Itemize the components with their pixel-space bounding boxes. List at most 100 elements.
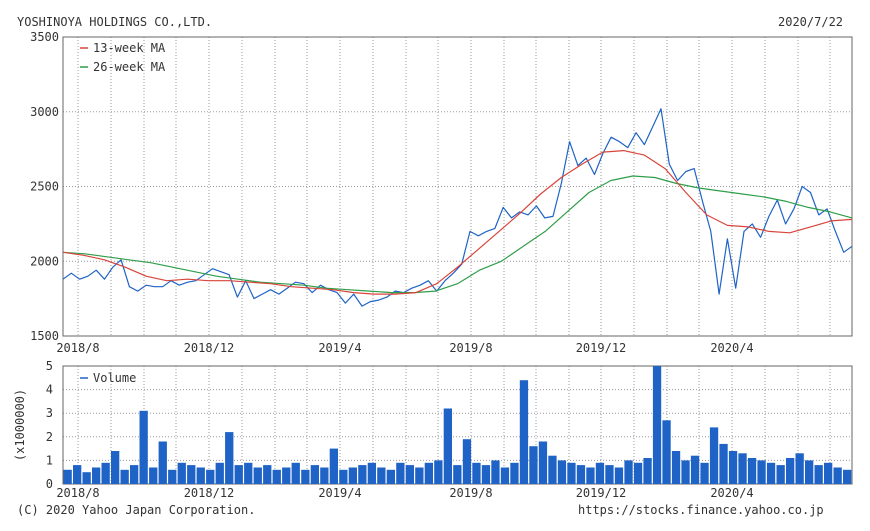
volume-bar: [63, 469, 72, 484]
volume-bar: [738, 453, 747, 484]
volume-bar: [206, 469, 215, 484]
volume-bar: [472, 462, 481, 484]
volume-x-tick-label: 2018/8: [56, 486, 99, 500]
volume-bar: [481, 465, 491, 484]
price-y-tick-label: 3000: [30, 105, 59, 119]
volume-bar: [367, 462, 376, 484]
volume-bar: [843, 469, 852, 484]
volume-bar: [519, 380, 529, 484]
price-x-tick-label: 2019/4: [318, 341, 361, 355]
legend-label-ma26: 26-week MA: [93, 60, 166, 74]
volume-bar: [719, 443, 728, 484]
price-x-tick-label: 2018/12: [184, 341, 235, 355]
price-x-tick-label: 2018/8: [56, 341, 99, 355]
volume-y-tick-label: 2: [46, 430, 53, 444]
volume-x-tick-label: 2019/8: [449, 486, 492, 500]
volume-bar: [643, 458, 652, 484]
volume-bar: [681, 460, 690, 484]
volume-bar: [244, 462, 253, 484]
volume-y-tick-label: 3: [46, 406, 53, 420]
volume-bar: [301, 469, 310, 484]
volume-bar: [776, 465, 785, 484]
volume-bar: [120, 469, 129, 484]
volume-bar: [614, 467, 624, 484]
price-x-tick-label: 2019/12: [576, 341, 627, 355]
price-y-tick-label: 1500: [30, 329, 59, 343]
volume-bar: [272, 469, 281, 484]
volume-y-tick-label: 4: [46, 383, 53, 397]
volume-bar: [196, 467, 205, 484]
volume-bar: [453, 465, 462, 484]
volume-bar: [624, 460, 633, 484]
volume-bar: [234, 465, 243, 484]
volume-bar: [405, 465, 414, 484]
volume-bar: [633, 462, 643, 484]
volume-bar: [529, 446, 538, 484]
volume-bar: [348, 467, 357, 484]
volume-bar: [434, 460, 443, 484]
volume-bar: [662, 420, 671, 484]
price-x-tick-label: 2020/4: [710, 341, 753, 355]
legend-label-volume: Volume: [93, 371, 136, 385]
volume-bar: [510, 462, 519, 484]
volume-bar: [101, 462, 110, 484]
volume-bar: [168, 469, 177, 484]
volume-bar: [491, 460, 500, 484]
volume-bar: [757, 460, 766, 484]
volume-y-tick-label: 1: [46, 453, 53, 467]
volume-bar: [111, 451, 120, 484]
volume-bar: [386, 469, 395, 484]
volume-bar: [671, 451, 681, 484]
volume-bar: [139, 410, 148, 484]
volume-bar: [786, 458, 795, 484]
price-y-tick-label: 3500: [30, 30, 59, 44]
volume-bar: [177, 462, 186, 484]
price-pane-frame: [62, 36, 853, 337]
volume-bar: [225, 432, 234, 484]
volume-bar: [595, 462, 605, 484]
volume-bar: [187, 465, 196, 484]
volume-bar: [567, 462, 576, 484]
volume-bar: [795, 453, 804, 484]
volume-x-tick-label: 2019/12: [576, 486, 627, 500]
volume-bar: [766, 462, 776, 484]
volume-bar: [500, 467, 510, 484]
volume-bar: [253, 467, 262, 484]
price-x-tick-label: 2019/8: [449, 341, 492, 355]
volume-bar: [396, 462, 405, 484]
volume-bar: [462, 439, 472, 484]
volume-bar: [339, 469, 348, 484]
volume-bar: [824, 462, 833, 484]
volume-bar: [709, 427, 719, 484]
volume-bar: [805, 460, 814, 484]
ma13-line: [62, 150, 853, 295]
company-title: YOSHINOYA HOLDINGS CO.,LTD.: [17, 15, 213, 29]
volume-bar: [557, 460, 567, 484]
volume-bar: [149, 467, 158, 484]
legend-label-ma13: 13-week MA: [93, 41, 166, 55]
volume-bar: [424, 462, 433, 484]
volume-x-tick-label: 2019/4: [318, 486, 361, 500]
volume-axis-label: (x1000000): [13, 389, 27, 461]
volume-bar: [576, 465, 586, 484]
volume-bar: [652, 366, 662, 484]
source-url[interactable]: https://stocks.finance.yahoo.co.jp: [578, 503, 824, 517]
volume-bar: [282, 467, 291, 484]
volume-bar: [130, 465, 139, 484]
volume-bar: [605, 465, 614, 484]
volume-bar: [329, 448, 338, 484]
volume-x-tick-label: 2020/4: [710, 486, 753, 500]
price-y-tick-label: 2000: [30, 254, 59, 268]
volume-x-tick-label: 2018/12: [184, 486, 235, 500]
copyright-text: (C) 2020 Yahoo Japan Corporation.: [17, 503, 256, 517]
volume-bar: [320, 467, 329, 484]
volume-bar: [443, 408, 452, 484]
volume-bar: [728, 451, 738, 484]
volume-y-tick-label: 0: [46, 477, 53, 491]
volume-y-tick-label: 5: [46, 359, 53, 373]
ma26-line: [62, 175, 853, 294]
volume-bar: [158, 441, 167, 484]
volume-bar: [310, 465, 319, 484]
volume-bar: [73, 465, 82, 484]
